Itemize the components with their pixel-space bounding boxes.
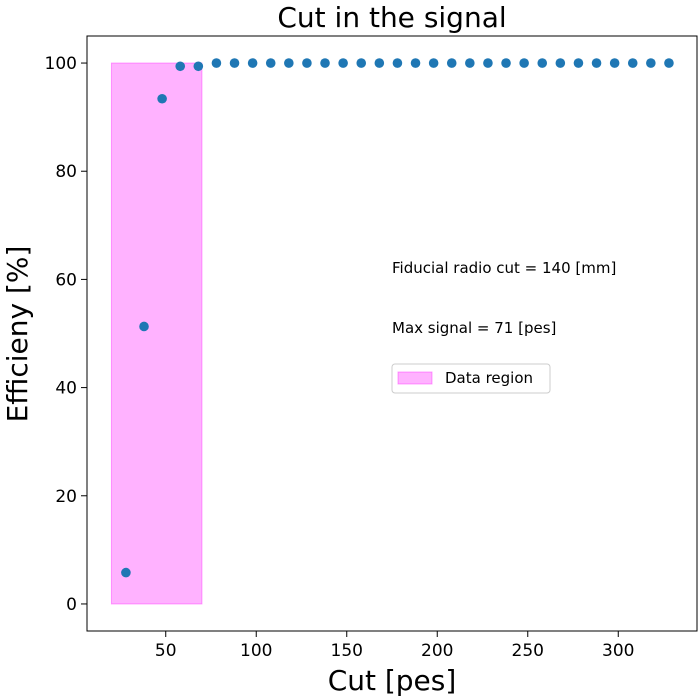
y-tick-label: 80 xyxy=(55,162,77,182)
x-tick-label: 300 xyxy=(602,641,634,661)
chart-title: Cut in the signal xyxy=(277,1,506,34)
x-axis-label: Cut [pes] xyxy=(328,664,457,697)
data-point xyxy=(627,58,638,68)
x-tick-label: 250 xyxy=(512,641,544,661)
data-point xyxy=(501,58,511,68)
data-region xyxy=(110,62,203,605)
annotation-max-signal: Max signal = 71 [pes] xyxy=(392,319,556,337)
plot-frame xyxy=(86,35,698,632)
data-point xyxy=(537,58,548,68)
data-point xyxy=(573,58,584,68)
data-point xyxy=(320,58,330,68)
data-point xyxy=(175,61,186,72)
legend-box xyxy=(391,363,551,394)
data-point xyxy=(646,58,656,68)
data-point xyxy=(446,58,457,68)
data-point xyxy=(356,58,367,68)
data-point xyxy=(410,58,421,68)
data-point xyxy=(428,58,439,68)
y-tick-label: 100 xyxy=(45,54,77,74)
x-tick-label: 150 xyxy=(331,641,363,661)
data-point xyxy=(555,58,566,68)
data-point xyxy=(519,58,529,68)
data-point xyxy=(211,58,222,68)
y-tick-label: 20 xyxy=(55,487,77,507)
y-tick-label: 40 xyxy=(55,379,77,399)
data-point xyxy=(392,58,403,68)
data-point xyxy=(284,58,294,68)
data-point xyxy=(338,58,348,68)
x-tick-label: 50 xyxy=(155,641,177,661)
data-point xyxy=(465,58,475,68)
data-point xyxy=(157,93,167,104)
y-tick-label: 60 xyxy=(55,270,77,290)
data-point xyxy=(302,58,312,68)
data-point xyxy=(609,58,620,68)
x-tick-label: 100 xyxy=(240,641,272,661)
data-point xyxy=(193,61,204,72)
data-point xyxy=(229,58,240,68)
data-point xyxy=(591,58,602,68)
legend-swatch xyxy=(397,371,433,385)
y-axis-label: Efficieny [%] xyxy=(1,246,34,423)
x-tick-label: 200 xyxy=(421,641,453,661)
data-point xyxy=(664,58,674,68)
y-tick-label: 0 xyxy=(66,595,77,615)
legend: Data region xyxy=(391,363,551,394)
data-point xyxy=(265,58,276,68)
data-point xyxy=(121,567,131,578)
data-point xyxy=(483,58,493,68)
legend-label: Data region xyxy=(445,369,533,387)
data-point xyxy=(374,58,385,68)
data-point xyxy=(247,58,258,68)
data-point xyxy=(139,321,149,332)
annotation-fiducial-cut: Fiducial radio cut = 140 [mm] xyxy=(392,259,616,277)
